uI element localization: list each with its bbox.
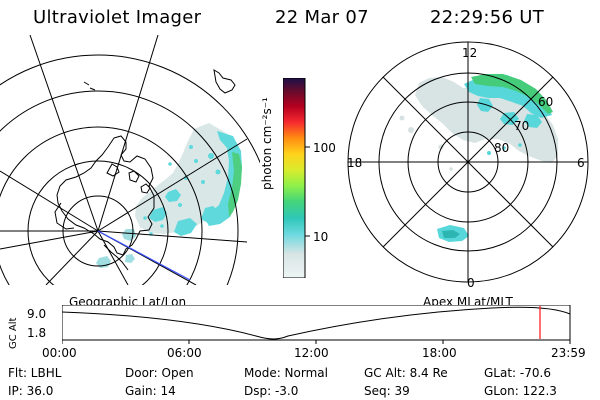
colorbar-tick-10: 10	[313, 230, 329, 244]
x-tick-1200: 12:00	[294, 346, 329, 360]
polar-label-18: 18	[347, 156, 363, 170]
timeline-y-axis-label: GC Alt	[8, 317, 19, 349]
door-field: Door: Open	[125, 366, 194, 380]
app-title: Ultraviolet Imager	[33, 7, 202, 28]
lat-label-80: 80	[494, 141, 510, 155]
date-label: 22 Mar 07	[275, 7, 369, 28]
polar-plot	[347, 41, 589, 283]
polar-grid	[347, 41, 589, 283]
colorbar	[283, 78, 310, 278]
flt-field: Flt: LBHL	[8, 366, 62, 380]
gc-alt-field: GC Alt: 8.4 Re	[364, 366, 448, 380]
aurora-patches	[96, 123, 242, 268]
lat-label-60: 60	[538, 95, 554, 109]
x-tick-0600: 06:00	[167, 346, 202, 360]
polar-label-0: 0	[467, 276, 475, 290]
x-tick-2359: 23:59	[551, 346, 586, 360]
glat-field: GLat: -70.6	[484, 366, 551, 380]
timeline-chart	[62, 305, 571, 344]
geographic-map	[0, 35, 260, 285]
ip-field: IP: 36.0	[8, 384, 54, 398]
time-label: 22:29:56 UT	[430, 7, 545, 28]
coastline	[54, 69, 236, 271]
glon-field: GLon: 122.3	[484, 384, 557, 398]
colorbar-tick-100: 100	[313, 141, 336, 155]
gain-field: Gain: 14	[125, 384, 176, 398]
polar-aurora	[399, 74, 558, 242]
polar-label-12: 12	[462, 46, 478, 60]
y-tick-1-8: 1.8	[27, 326, 47, 340]
y-tick-9: 9.0	[27, 307, 47, 321]
colorbar-label: photon cm⁻²s⁻¹	[260, 97, 274, 190]
satellite-track-line	[97, 230, 191, 281]
map-grid	[0, 35, 260, 285]
dsp-field: Dsp: -3.0	[244, 384, 299, 398]
x-tick-1800: 18:00	[422, 346, 457, 360]
polar-label-6: 6	[577, 156, 585, 170]
x-tick-0000: 00:00	[42, 346, 77, 360]
mode-field: Mode: Normal	[244, 366, 328, 380]
seq-field: Seq: 39	[364, 384, 410, 398]
lat-label-70: 70	[514, 119, 530, 133]
